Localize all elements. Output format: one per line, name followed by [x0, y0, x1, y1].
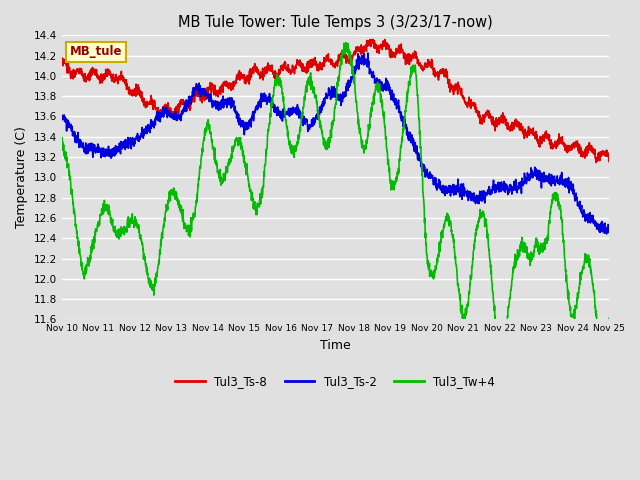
Title: MB Tule Tower: Tule Temps 3 (3/23/17-now): MB Tule Tower: Tule Temps 3 (3/23/17-now… [178, 15, 493, 30]
Text: MB_tule: MB_tule [70, 45, 122, 58]
X-axis label: Time: Time [320, 339, 351, 352]
Legend: Tul3_Ts-8, Tul3_Ts-2, Tul3_Tw+4: Tul3_Ts-8, Tul3_Ts-2, Tul3_Tw+4 [171, 371, 500, 393]
Y-axis label: Temperature (C): Temperature (C) [15, 126, 28, 228]
